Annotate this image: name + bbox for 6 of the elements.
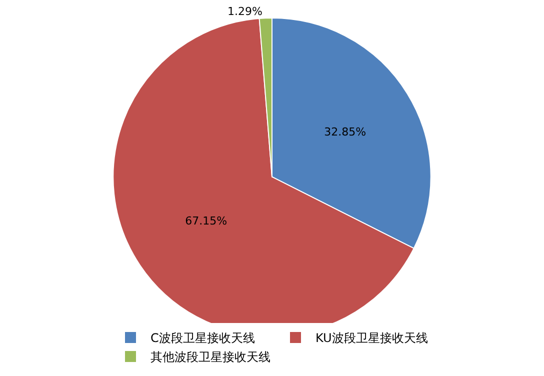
- data-label: 67.15%: [185, 214, 228, 228]
- legend-label: 其他波段卫星接收天线: [150, 350, 270, 364]
- legend-label: KU波段卫星接收天线: [316, 331, 428, 346]
- legend-label: C波段卫星接收天线: [150, 331, 255, 346]
- data-label: 32.85%: [324, 125, 366, 138]
- data-label: 1.29%: [227, 5, 262, 18]
